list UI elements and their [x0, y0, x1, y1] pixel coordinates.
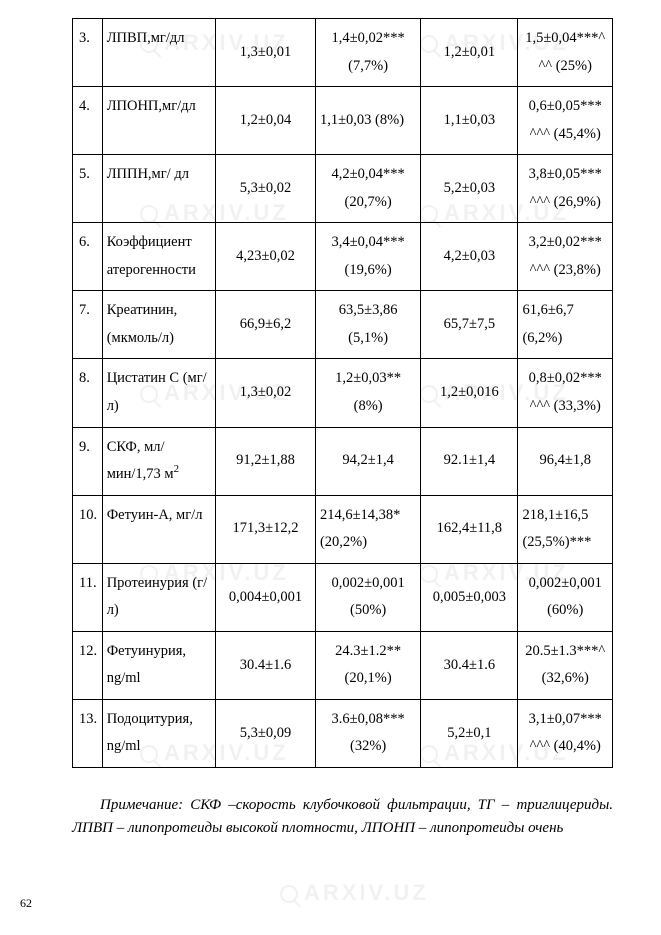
row-value: 0,004±0,001 [216, 563, 316, 631]
row-value: 91,2±1,88 [216, 427, 316, 495]
table-row: 11.Протеинурия (г/л)0,004±0,0010,002±0,0… [73, 563, 613, 631]
row-value: 65,7±7,5 [421, 291, 518, 359]
row-param: Креатинин, (мкмоль/л) [102, 291, 215, 359]
table-row: 3.ЛПВП,мг/дл1,3±0,011,4±0,02*** (7,7%)1,… [73, 19, 613, 87]
row-value: 3,1±0,07*** ^^^ (40,4%) [518, 699, 613, 767]
row-value: 1,1±0,03 [421, 87, 518, 155]
table-row: 8.Цистатин С (мг/л)1,3±0,021,2±0,03** (8… [73, 359, 613, 427]
row-value: 1,2±0,03** (8%) [315, 359, 420, 427]
data-table: 3.ЛПВП,мг/дл1,3±0,011,4±0,02*** (7,7%)1,… [72, 18, 613, 768]
row-value: 30.4±1.6 [421, 631, 518, 699]
row-param: ЛПОНП,мг/дл [102, 87, 215, 155]
row-value: 5,3±0,02 [216, 155, 316, 223]
row-value: 1,2±0,04 [216, 87, 316, 155]
row-value: 20.5±1.3***^ (32,6%) [518, 631, 613, 699]
row-number: 10. [73, 495, 103, 563]
table-row: 9.СКФ, мл/мин/1,73 м291,2±1,8894,2±1,492… [73, 427, 613, 495]
row-value: 0,8±0,02*** ^^^ (33,3%) [518, 359, 613, 427]
row-value: 92.1±1,4 [421, 427, 518, 495]
row-number: 8. [73, 359, 103, 427]
row-value: 3,2±0,02*** ^^^ (23,8%) [518, 223, 613, 291]
row-value: 3,4±0,04*** (19,6%) [315, 223, 420, 291]
row-number: 5. [73, 155, 103, 223]
row-param: Фетуин-А, мг/л [102, 495, 215, 563]
row-param: Коэффициент атерогенности [102, 223, 215, 291]
table-row: 12.Фетуинурия, ng/ml30.4±1.624.3±1.2** (… [73, 631, 613, 699]
table-row: 13.Подоцитурия, ng/ml5,3±0,093.6±0,08***… [73, 699, 613, 767]
row-value: 218,1±16,5 (25,5%)*** [518, 495, 613, 563]
page-number: 62 [20, 896, 32, 911]
row-param: Фетуинурия, ng/ml [102, 631, 215, 699]
row-value: 1,3±0,02 [216, 359, 316, 427]
table-row: 4.ЛПОНП,мг/дл1,2±0,041,1±0,03 (8%)1,1±0,… [73, 87, 613, 155]
row-value: 214,6±14,38* (20,2%) [315, 495, 420, 563]
row-value: 162,4±11,8 [421, 495, 518, 563]
row-number: 9. [73, 427, 103, 495]
table-row: 5.ЛППН,мг/ дл5,3±0,024,2±0,04*** (20,7%)… [73, 155, 613, 223]
row-param: Подоцитурия, ng/ml [102, 699, 215, 767]
row-value: 0,6±0,05*** ^^^ (45,4%) [518, 87, 613, 155]
row-param: ЛППН,мг/ дл [102, 155, 215, 223]
row-value: 94,2±1,4 [315, 427, 420, 495]
row-value: 4,23±0,02 [216, 223, 316, 291]
table-row: 7.Креатинин, (мкмоль/л)66,9±6,263,5±3,86… [73, 291, 613, 359]
row-number: 6. [73, 223, 103, 291]
row-value: 66,9±6,2 [216, 291, 316, 359]
footnote: Примечание: СКФ –скорость клубочковой фи… [72, 794, 613, 841]
row-param: Цистатин С (мг/л) [102, 359, 215, 427]
row-value: 4,2±0,04*** (20,7%) [315, 155, 420, 223]
row-value: 171,3±12,2 [216, 495, 316, 563]
row-value: 0,002±0,001 (50%) [315, 563, 420, 631]
row-value: 1,3±0,01 [216, 19, 316, 87]
row-number: 13. [73, 699, 103, 767]
row-value: 3,8±0,05*** ^^^ (26,9%) [518, 155, 613, 223]
table-row: 6.Коэффициент атерогенности4,23±0,023,4±… [73, 223, 613, 291]
row-param: Протеинурия (г/л) [102, 563, 215, 631]
watermark: ARXIV.UZ [280, 880, 429, 906]
table-row: 10.Фетуин-А, мг/л171,3±12,2214,6±14,38* … [73, 495, 613, 563]
row-value: 1,2±0,01 [421, 19, 518, 87]
row-value: 0,005±0,003 [421, 563, 518, 631]
row-number: 3. [73, 19, 103, 87]
row-value: 1,5±0,04***^^^ (25%) [518, 19, 613, 87]
row-value: 30.4±1.6 [216, 631, 316, 699]
row-number: 12. [73, 631, 103, 699]
row-value: 4,2±0,03 [421, 223, 518, 291]
row-value: 0,002±0,001 (60%) [518, 563, 613, 631]
row-value: 63,5±3,86 (5,1%) [315, 291, 420, 359]
row-value: 3.6±0,08*** (32%) [315, 699, 420, 767]
row-value: 5,3±0,09 [216, 699, 316, 767]
row-param: СКФ, мл/мин/1,73 м2 [102, 427, 215, 495]
row-value: 61,6±6,7 (6,2%) [518, 291, 613, 359]
row-value: 1,2±0,016 [421, 359, 518, 427]
row-param: ЛПВП,мг/дл [102, 19, 215, 87]
row-value: 96,4±1,8 [518, 427, 613, 495]
row-value: 5,2±0,03 [421, 155, 518, 223]
row-number: 7. [73, 291, 103, 359]
row-value: 5,2±0,1 [421, 699, 518, 767]
row-number: 11. [73, 563, 103, 631]
row-number: 4. [73, 87, 103, 155]
row-value: 1,1±0,03 (8%) [315, 87, 420, 155]
row-value: 1,4±0,02*** (7,7%) [315, 19, 420, 87]
row-value: 24.3±1.2** (20,1%) [315, 631, 420, 699]
